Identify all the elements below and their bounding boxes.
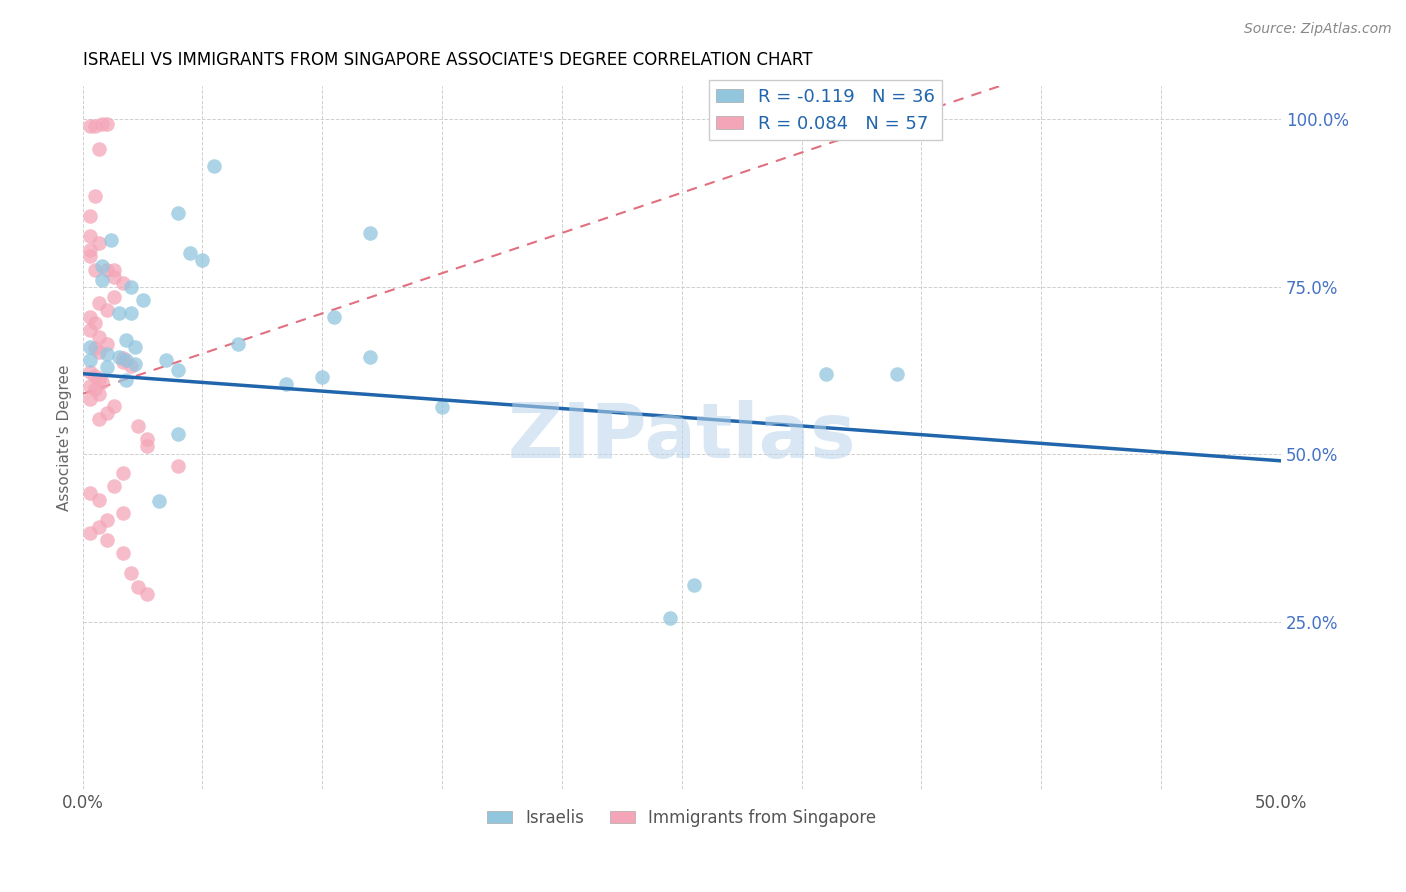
Point <box>83 317 105 331</box>
Point <box>79 243 101 257</box>
Point <box>90 273 112 287</box>
Point <box>359 226 381 240</box>
Point <box>89 412 111 426</box>
Point <box>79 209 101 223</box>
Point <box>228 336 250 351</box>
Y-axis label: Associate's Degree: Associate's Degree <box>58 364 72 510</box>
Point <box>79 229 101 244</box>
Point <box>89 296 111 310</box>
Point <box>103 479 125 493</box>
Point <box>96 359 118 374</box>
Point <box>89 330 111 344</box>
Point <box>127 580 149 594</box>
Point <box>112 506 135 520</box>
Point <box>96 513 118 527</box>
Point <box>136 586 159 600</box>
Text: ISRAELI VS IMMIGRANTS FROM SINGAPORE ASSOCIATE'S DEGREE CORRELATION CHART: ISRAELI VS IMMIGRANTS FROM SINGAPORE ASS… <box>83 51 813 69</box>
Point <box>96 406 118 420</box>
Point <box>120 359 142 373</box>
Point <box>124 340 146 354</box>
Point <box>89 235 111 250</box>
Point <box>79 119 101 133</box>
Point <box>167 427 190 442</box>
Point <box>79 323 101 337</box>
Point <box>89 372 111 386</box>
Point <box>136 433 159 447</box>
Point <box>90 376 112 390</box>
Point <box>79 392 101 406</box>
Point <box>89 345 111 359</box>
Point <box>96 346 118 360</box>
Point <box>83 189 105 203</box>
Point <box>276 376 298 391</box>
Point <box>114 373 136 387</box>
Point <box>136 439 159 453</box>
Point <box>311 370 333 384</box>
Point <box>191 252 214 267</box>
Point <box>83 119 105 133</box>
Point <box>814 367 837 381</box>
Point <box>155 353 177 368</box>
Point <box>103 262 125 277</box>
Point <box>103 290 125 304</box>
Point <box>179 246 201 260</box>
Point <box>79 353 101 368</box>
Point <box>167 363 190 377</box>
Legend: Israelis, Immigrants from Singapore: Israelis, Immigrants from Singapore <box>481 802 883 834</box>
Point <box>124 357 146 371</box>
Point <box>430 401 453 415</box>
Point <box>83 382 105 396</box>
Point <box>79 526 101 541</box>
Point <box>323 310 346 324</box>
Point <box>83 341 105 355</box>
Point <box>79 365 101 379</box>
Point <box>114 333 136 347</box>
Point <box>114 353 136 368</box>
Point <box>148 494 170 508</box>
Point <box>83 262 105 277</box>
Point <box>89 492 111 507</box>
Point <box>100 233 122 247</box>
Text: ZIPatlas: ZIPatlas <box>508 401 856 475</box>
Point <box>112 354 135 368</box>
Point <box>79 340 101 354</box>
Point <box>89 386 111 401</box>
Point <box>658 611 681 625</box>
Point <box>83 368 105 383</box>
Point <box>90 260 112 274</box>
Text: Source: ZipAtlas.com: Source: ZipAtlas.com <box>1244 22 1392 37</box>
Point <box>359 350 381 364</box>
Point <box>131 293 153 307</box>
Point <box>204 159 226 173</box>
Point <box>112 277 135 291</box>
Point <box>120 306 142 320</box>
Point <box>103 269 125 284</box>
Point <box>89 142 111 156</box>
Point <box>79 310 101 324</box>
Point <box>167 206 190 220</box>
Point <box>96 336 118 351</box>
Point <box>103 399 125 413</box>
Point <box>89 519 111 533</box>
Point <box>167 459 190 474</box>
Point <box>96 303 118 318</box>
Point <box>127 419 149 434</box>
Point <box>96 117 118 131</box>
Point <box>90 117 112 131</box>
Point <box>107 350 129 364</box>
Point <box>112 466 135 480</box>
Point <box>79 378 101 392</box>
Point <box>120 279 142 293</box>
Point <box>96 262 118 277</box>
Point <box>112 351 135 366</box>
Point <box>96 533 118 547</box>
Point <box>682 578 704 592</box>
Point <box>79 486 101 500</box>
Point <box>112 546 135 560</box>
Point <box>107 306 129 320</box>
Point <box>79 249 101 263</box>
Point <box>120 566 142 581</box>
Point <box>886 367 908 381</box>
